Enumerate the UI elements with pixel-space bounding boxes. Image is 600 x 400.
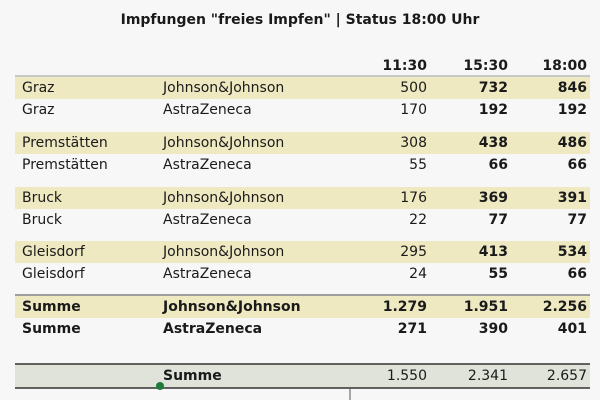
number-cell: 66 <box>568 157 587 173</box>
number-cell: 308 <box>400 135 427 151</box>
selection-handle <box>156 382 164 390</box>
location-cell: Graz <box>22 80 55 96</box>
row-band <box>15 77 590 99</box>
number-cell: 1.951 <box>464 299 508 315</box>
location-cell: Gleisdorf <box>22 266 86 282</box>
location-cell: Gleisdorf <box>22 244 86 260</box>
number-cell: 486 <box>558 135 587 151</box>
number-cell: 438 <box>479 135 508 151</box>
location-cell: Summe <box>22 321 81 337</box>
vaccine-cell: Johnson&Johnson <box>162 135 284 151</box>
number-cell: 1.279 <box>383 299 427 315</box>
total-label: Summe <box>163 368 222 384</box>
number-cell: 2.256 <box>543 299 587 315</box>
number-cell: 534 <box>558 244 587 260</box>
vaccine-cell: AstraZeneca <box>163 321 262 337</box>
column-header: 18:00 <box>542 58 587 74</box>
row-band <box>15 132 590 154</box>
vaccine-cell: AstraZeneca <box>163 102 252 118</box>
number-cell: 413 <box>479 244 508 260</box>
number-cell: 192 <box>558 102 587 118</box>
vaccine-cell: Johnson&Johnson <box>162 244 284 260</box>
vaccine-cell: Johnson&Johnson <box>162 299 301 315</box>
number-cell: 170 <box>400 102 427 118</box>
column-header: 11:30 <box>382 58 427 74</box>
number-cell: 401 <box>558 321 587 337</box>
number-cell: 77 <box>489 212 508 228</box>
table: 11:30 15:30 18:00 Graz Johnson&Johnson 500 732… <box>15 58 590 384</box>
column-header: 15:30 <box>463 58 508 74</box>
total-cell: 2.657 <box>547 368 587 384</box>
location-cell: Premstätten <box>22 135 108 151</box>
vaccine-cell: AstraZeneca <box>163 266 252 282</box>
vaccine-cell: AstraZeneca <box>163 212 252 228</box>
number-cell: 500 <box>400 80 427 96</box>
location-cell: Bruck <box>22 190 63 206</box>
total-band <box>15 364 590 388</box>
vaccine-cell: AstraZeneca <box>163 157 252 173</box>
number-cell: 55 <box>409 157 427 173</box>
number-cell: 369 <box>479 190 508 206</box>
row-band <box>15 187 590 209</box>
row-band <box>15 241 590 263</box>
number-cell: 176 <box>400 190 427 206</box>
location-cell: Bruck <box>22 212 63 228</box>
number-cell: 24 <box>409 266 427 282</box>
location-cell: Summe <box>22 299 81 315</box>
number-cell: 846 <box>558 80 587 96</box>
number-cell: 66 <box>568 266 587 282</box>
number-cell: 295 <box>400 244 427 260</box>
number-cell: 77 <box>568 212 587 228</box>
title: Impfungen "freies Impfen" | Status 18:00… <box>121 12 480 28</box>
number-cell: 390 <box>479 321 508 337</box>
location-cell: Premstätten <box>22 157 108 173</box>
number-cell: 66 <box>489 157 508 173</box>
number-cell: 391 <box>558 190 587 206</box>
total-cell: 1.550 <box>387 368 427 384</box>
row-band <box>15 296 590 318</box>
location-cell: Graz <box>22 102 55 118</box>
number-cell: 192 <box>479 102 508 118</box>
vaccine-cell: Johnson&Johnson <box>162 190 284 206</box>
vaccine-cell: Johnson&Johnson <box>162 80 284 96</box>
number-cell: 22 <box>409 212 427 228</box>
number-cell: 55 <box>489 266 508 282</box>
number-cell: 732 <box>479 80 508 96</box>
total-cell: 2.341 <box>468 368 508 384</box>
number-cell: 271 <box>398 321 427 337</box>
